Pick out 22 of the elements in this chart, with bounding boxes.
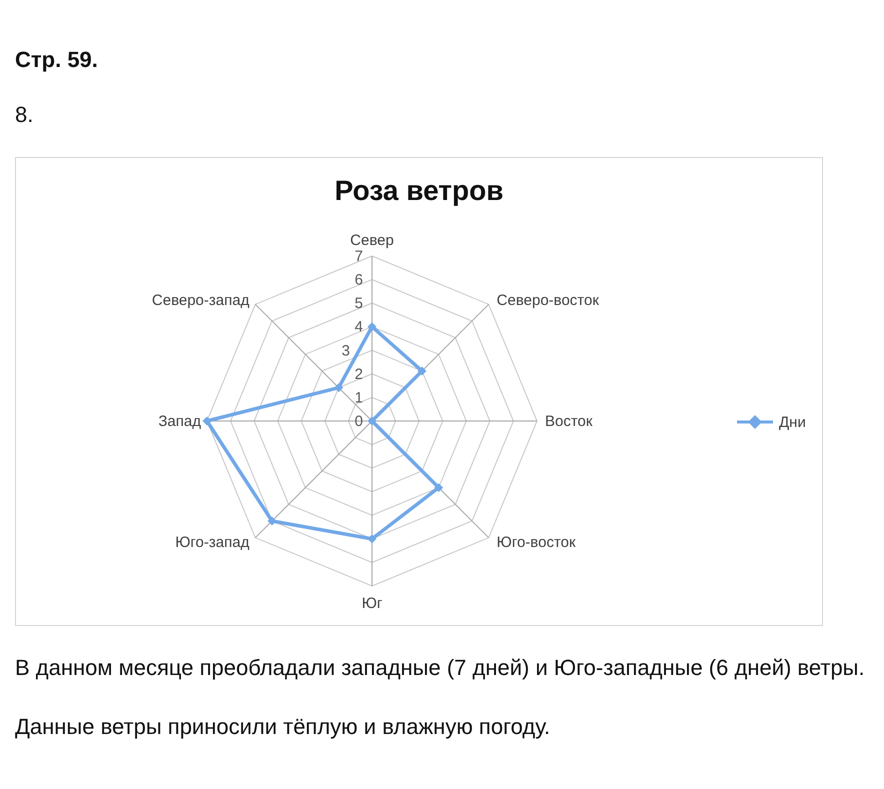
text: 8. bbox=[15, 102, 34, 128]
y-tick-label: 3 bbox=[342, 342, 350, 360]
y-tick-label: 6 bbox=[354, 272, 363, 289]
spoke-label: Юго-запад bbox=[175, 534, 250, 551]
y-tick-label: 4 bbox=[354, 318, 363, 336]
spoke-label: Северо-запад bbox=[152, 292, 250, 310]
y-tick-label: 7 bbox=[354, 248, 363, 265]
spoke-label: Восток bbox=[545, 413, 593, 430]
chart-title: Роза ветров bbox=[334, 175, 504, 206]
y-tick-label: 5 bbox=[354, 295, 363, 312]
spoke-label: Север bbox=[350, 232, 394, 249]
text: Стр. 59. bbox=[15, 47, 98, 72]
y-tick-label: 0 bbox=[354, 413, 363, 430]
spoke-label: Юго-восток bbox=[496, 534, 576, 551]
spoke-label: Северо-восток bbox=[496, 292, 600, 310]
text: В данном месяце преобладали западные (7 дней) и Юго-западные (6 дней) ветры. bbox=[15, 655, 865, 680]
y-tick-label: 1 bbox=[354, 389, 363, 406]
spoke-label: Юг bbox=[362, 595, 383, 612]
spoke-label: Запад bbox=[158, 413, 202, 430]
legend-label: Дни bbox=[779, 414, 806, 431]
text: Данные ветры приносили тёплую и влажную погоду. bbox=[15, 714, 550, 740]
y-tick-label: 2 bbox=[354, 366, 363, 383]
